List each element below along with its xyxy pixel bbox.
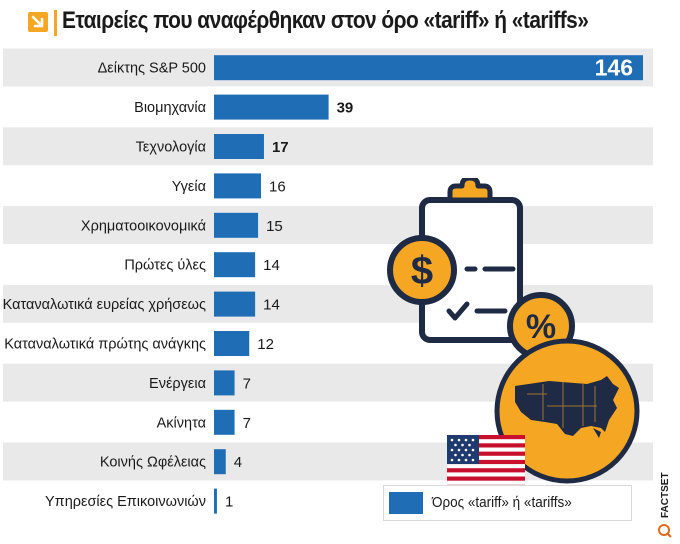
category-label: Κοινής Ωφέλειας (100, 455, 206, 471)
bar (214, 173, 262, 199)
usa-flag-icon (447, 435, 525, 489)
value-label: 146 (595, 55, 633, 81)
category-label: Πρώτες ύλες (124, 258, 206, 274)
title-separator (54, 10, 57, 36)
category-label: Υπηρεσίες Επικοινωνιών (45, 494, 206, 510)
category-label: Τεχνολογία (136, 140, 206, 156)
row-band (3, 166, 653, 205)
value-label: 39 (337, 100, 354, 117)
dollar-coin-icon: $ (387, 235, 457, 305)
legend-label: Όρος «tariff» ή «tariffs» (432, 494, 572, 511)
category-label: Ενέργεια (149, 376, 206, 392)
bar-chart: Δείκτης S&P 500 Βιομηχανία Τεχνολογία Υγεία… (3, 48, 653, 520)
category-label: Χρηματοοικονομικά (81, 218, 206, 234)
legend: Όρος «tariff» ή «tariffs» (383, 485, 632, 521)
source-logo-icon (658, 524, 672, 538)
value-label: 17 (272, 139, 289, 156)
category-labels: Δείκτης S&P 500 Βιομηχανία Τεχνολογία Υγεία… (3, 61, 206, 510)
svg-text:%: % (526, 308, 556, 346)
bar (214, 449, 226, 475)
legend-swatch (389, 492, 423, 514)
value-label: 4 (234, 454, 242, 471)
chart-title: Εταιρείες που αναφέρθηκαν στον όρο «tari… (62, 7, 589, 34)
bar (214, 212, 259, 238)
value-label: 7 (243, 375, 251, 392)
row-band (3, 206, 653, 244)
bar (214, 488, 217, 514)
value-label: 12 (257, 336, 274, 353)
bar (214, 409, 235, 435)
svg-text:$: $ (411, 249, 433, 293)
category-label: Υγεία (172, 179, 206, 195)
row-band (3, 245, 653, 284)
arrow-down-right-icon (28, 12, 48, 32)
title-bar: Εταιρείες που αναφέρθηκαν στον όρο «tari… (0, 0, 680, 46)
bar (214, 370, 235, 396)
clipboard-icon (419, 178, 523, 343)
value-label: 1 (225, 494, 233, 511)
bar (214, 331, 250, 356)
value-label: 7 (243, 415, 251, 432)
source-credit: FACTSET (658, 472, 672, 538)
category-label: Βιομηχανία (134, 100, 206, 116)
bars (214, 55, 643, 514)
category-label: Δείκτης S&P 500 (98, 61, 206, 77)
row-band (3, 127, 653, 166)
usa-map-icon (494, 338, 640, 484)
value-label: 14 (263, 297, 280, 314)
value-labels: 146 39 17 16 15 14 14 12 7 7 4 1 (225, 55, 633, 511)
bar (214, 134, 264, 159)
category-label: Ακίνητα (157, 415, 206, 431)
category-label: Καταναλωτικά ευρείας χρήσεως (3, 297, 206, 313)
value-label: 16 (269, 178, 286, 195)
category-label: Καταναλωτικά πρώτης ανάγκης (4, 337, 206, 353)
bar (214, 291, 256, 317)
source-label: FACTSET (660, 472, 671, 518)
bar (214, 94, 329, 120)
bar (214, 55, 643, 81)
value-label: 14 (263, 257, 280, 274)
bar (214, 252, 256, 278)
value-label: 15 (266, 218, 283, 235)
row-bands (3, 48, 653, 520)
